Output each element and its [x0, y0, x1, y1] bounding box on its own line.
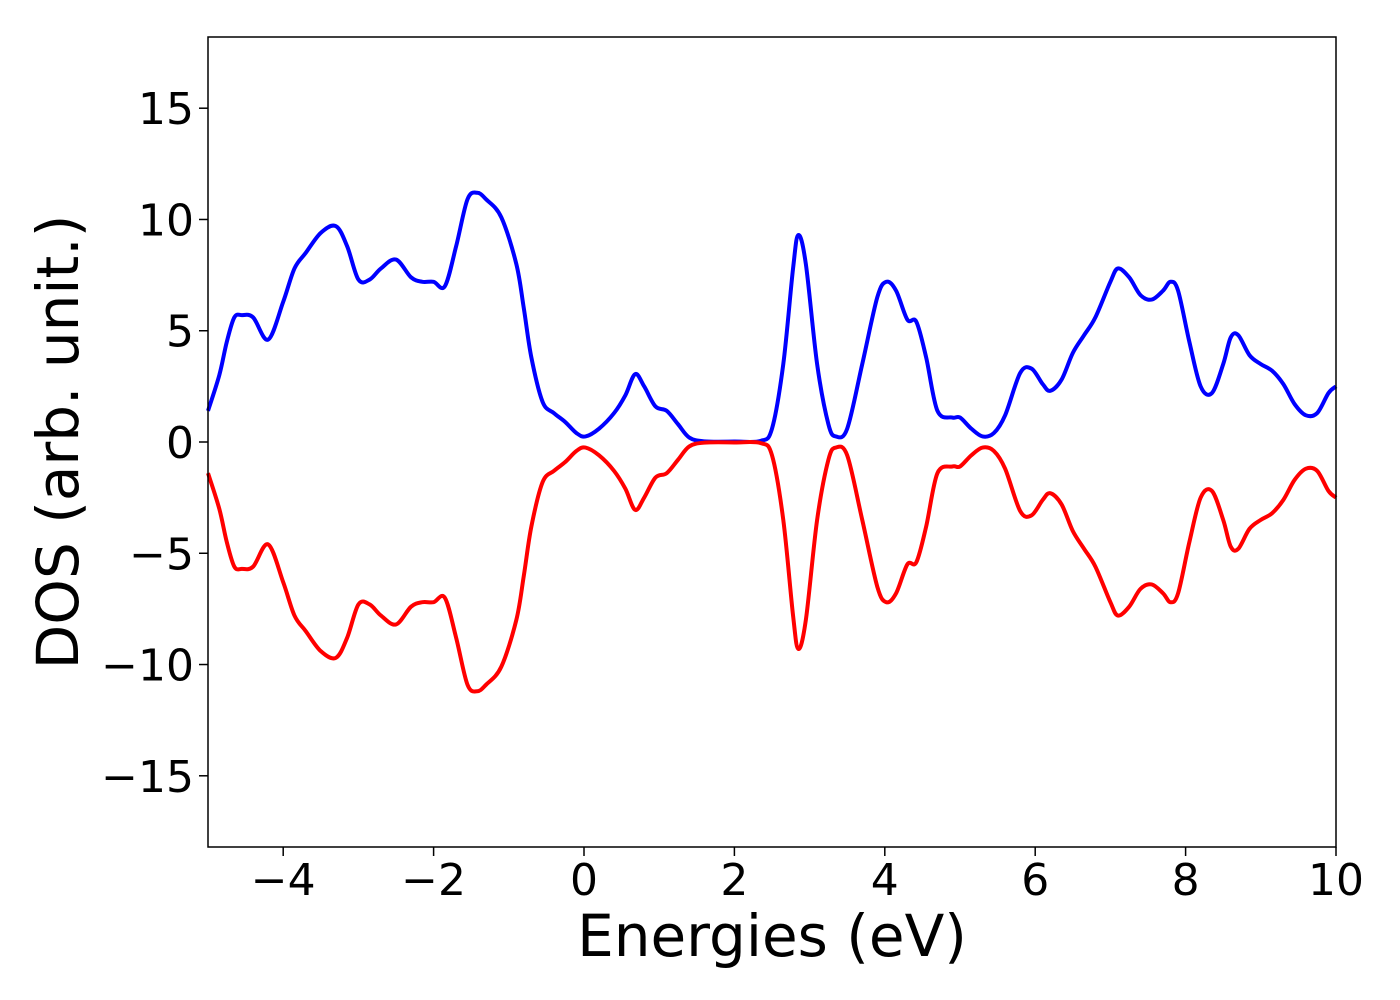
y-tick-label: −5 [129, 529, 194, 580]
y-tick-label: −10 [101, 641, 194, 692]
dos-line-positive [206, 190, 1338, 445]
y-tick-label: 10 [138, 195, 194, 246]
x-tick-label: 8 [1172, 855, 1200, 906]
y-axis-ticks: −15 −10 −5 0 5 10 15 [101, 84, 208, 803]
dos-line-negative [206, 439, 1338, 694]
x-tick-label: 0 [570, 855, 598, 906]
y-tick-label: 5 [166, 307, 194, 358]
x-tick-label: 2 [720, 855, 748, 906]
x-tick-label: 4 [871, 855, 899, 906]
y-tick-label: 15 [138, 84, 194, 135]
y-tick-label: 0 [166, 418, 194, 469]
series-layer [206, 190, 1338, 694]
x-tick-label: −2 [401, 855, 466, 906]
y-tick-label: −15 [101, 752, 194, 803]
plot-frame [207, 36, 1337, 848]
x-tick-label: −4 [251, 855, 316, 906]
x-axis-label: Energies (eV) [577, 902, 967, 970]
x-tick-label: 10 [1308, 855, 1364, 906]
y-axis-label: DOS (arb. unit.) [24, 215, 92, 670]
x-axis-ticks: −4 −2 0 2 4 6 8 10 [251, 847, 1364, 906]
x-tick-label: 6 [1021, 855, 1049, 906]
